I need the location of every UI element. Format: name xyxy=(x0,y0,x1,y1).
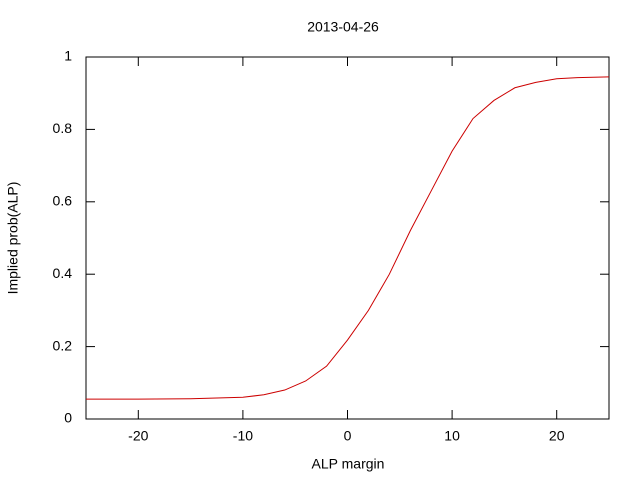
x-tick-label: 20 xyxy=(549,428,565,444)
x-axis-label: ALP margin xyxy=(312,456,385,472)
y-tick-label: 0.8 xyxy=(53,120,73,136)
data-line xyxy=(86,76,610,400)
x-tick-label: 0 xyxy=(344,428,352,444)
chart-title: 2013-04-26 xyxy=(307,19,379,35)
y-tick-label: 1 xyxy=(64,48,72,64)
x-tick-label: -10 xyxy=(233,428,253,444)
x-tick-label: -20 xyxy=(128,428,148,444)
y-tick-label: 0.2 xyxy=(53,337,73,353)
y-tick-label: 0.4 xyxy=(53,265,73,281)
x-tick-label: 10 xyxy=(444,428,460,444)
y-axis-label: Implied prob(ALP) xyxy=(5,182,21,295)
plot-border xyxy=(85,56,610,420)
y-tick-label: 0.6 xyxy=(53,193,73,209)
y-tick-label: 0 xyxy=(64,410,72,426)
